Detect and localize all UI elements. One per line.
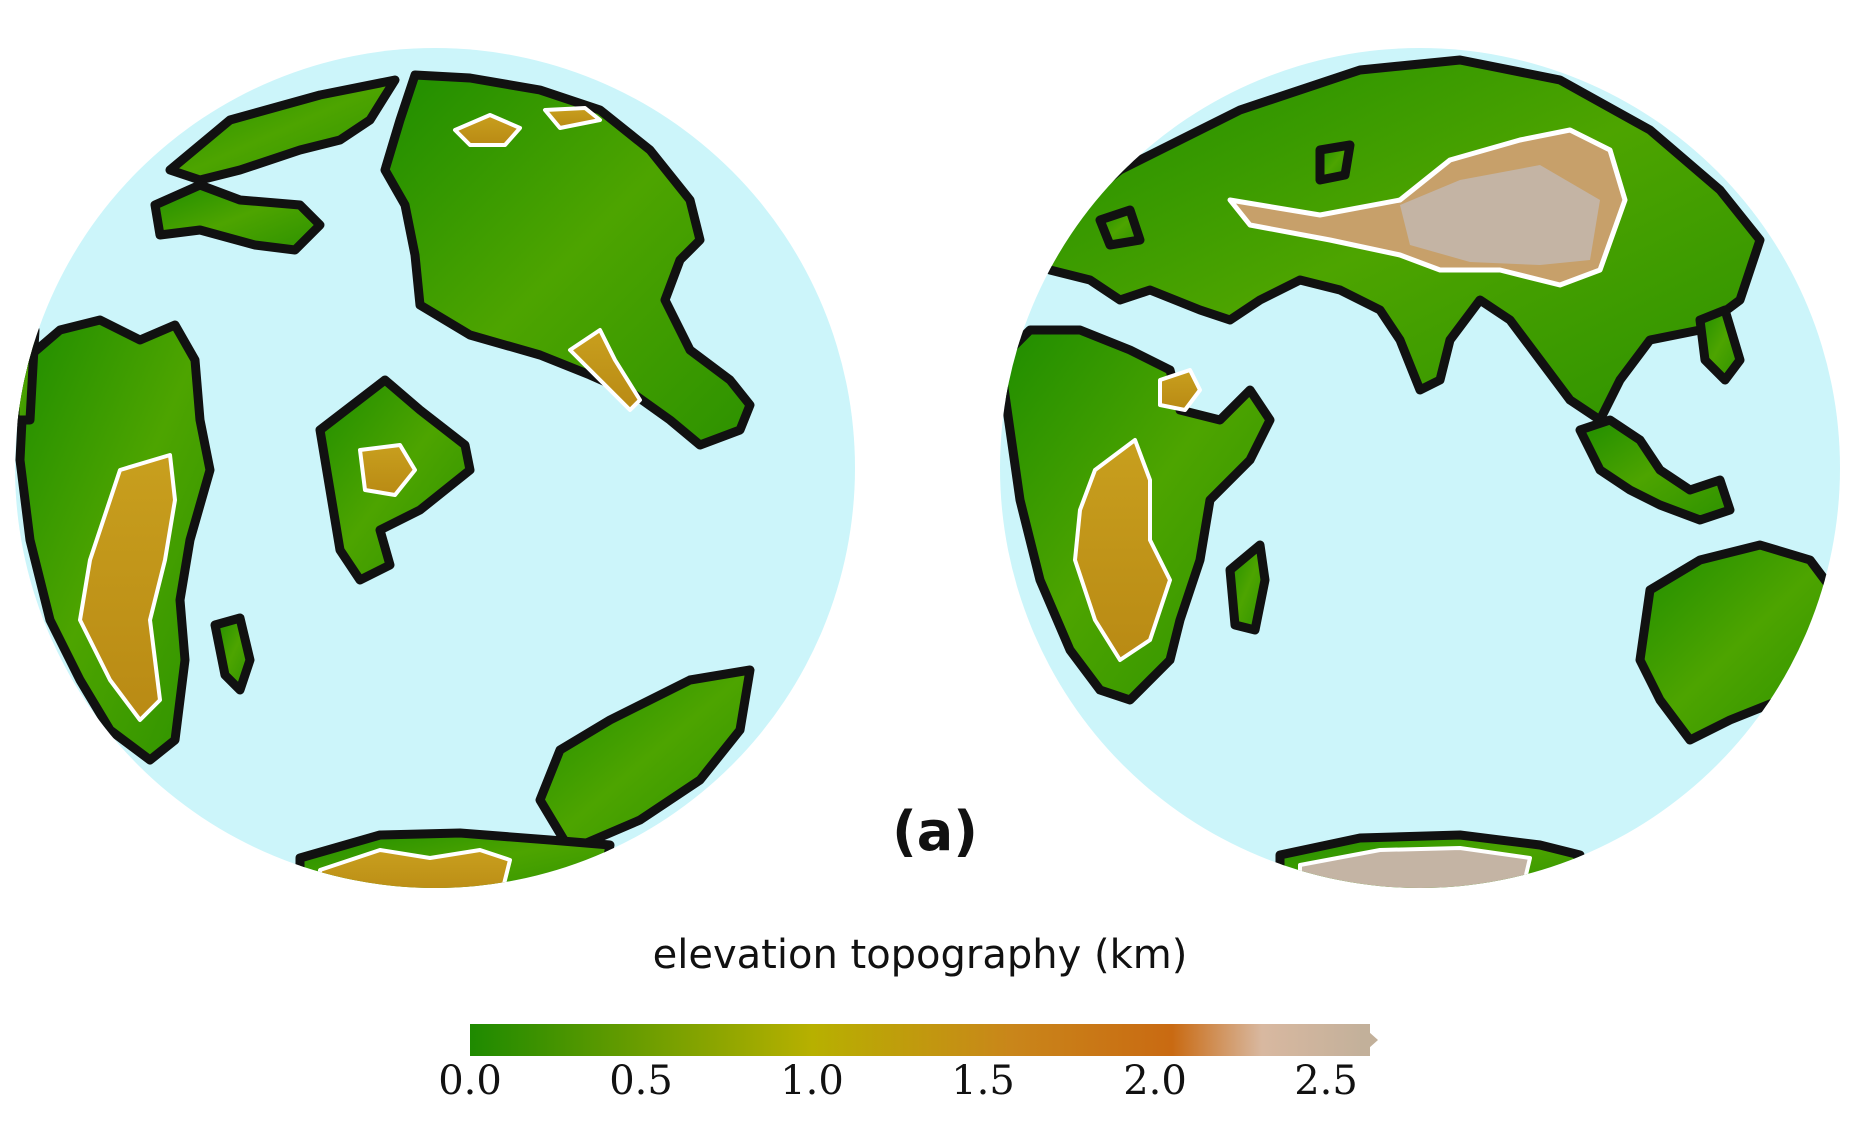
colorbar-tick: 2.0 [1123,1058,1187,1104]
colorbar-tick: 0.0 [438,1058,502,1104]
colorbar-gradient [470,1024,1370,1056]
colorbar-tick: 0.5 [609,1058,673,1104]
colorbar [470,1024,1378,1056]
globe-eastern-hemisphere [1000,48,1840,888]
landmass-madagascar [1225,540,1270,635]
landmass-small-island [210,613,255,695]
colorbar-extend-arrow [1360,1024,1378,1056]
landmass-west-island [150,180,325,255]
landmass-north-continent [380,70,755,450]
globe-western-hemisphere [15,48,855,888]
colorbar-tick: 1.5 [951,1058,1015,1104]
colorbar-tick: 2.5 [1294,1058,1358,1104]
colorbar-tick: 1.0 [780,1058,844,1104]
panel-label: (a) [892,800,978,863]
landmass-northwest [165,75,400,185]
landmass-australia [1635,540,1840,745]
landmass-southeast [535,665,755,855]
landmass-southeast-asia [1575,415,1735,525]
colorbar-title: elevation topography (km) [652,932,1188,978]
